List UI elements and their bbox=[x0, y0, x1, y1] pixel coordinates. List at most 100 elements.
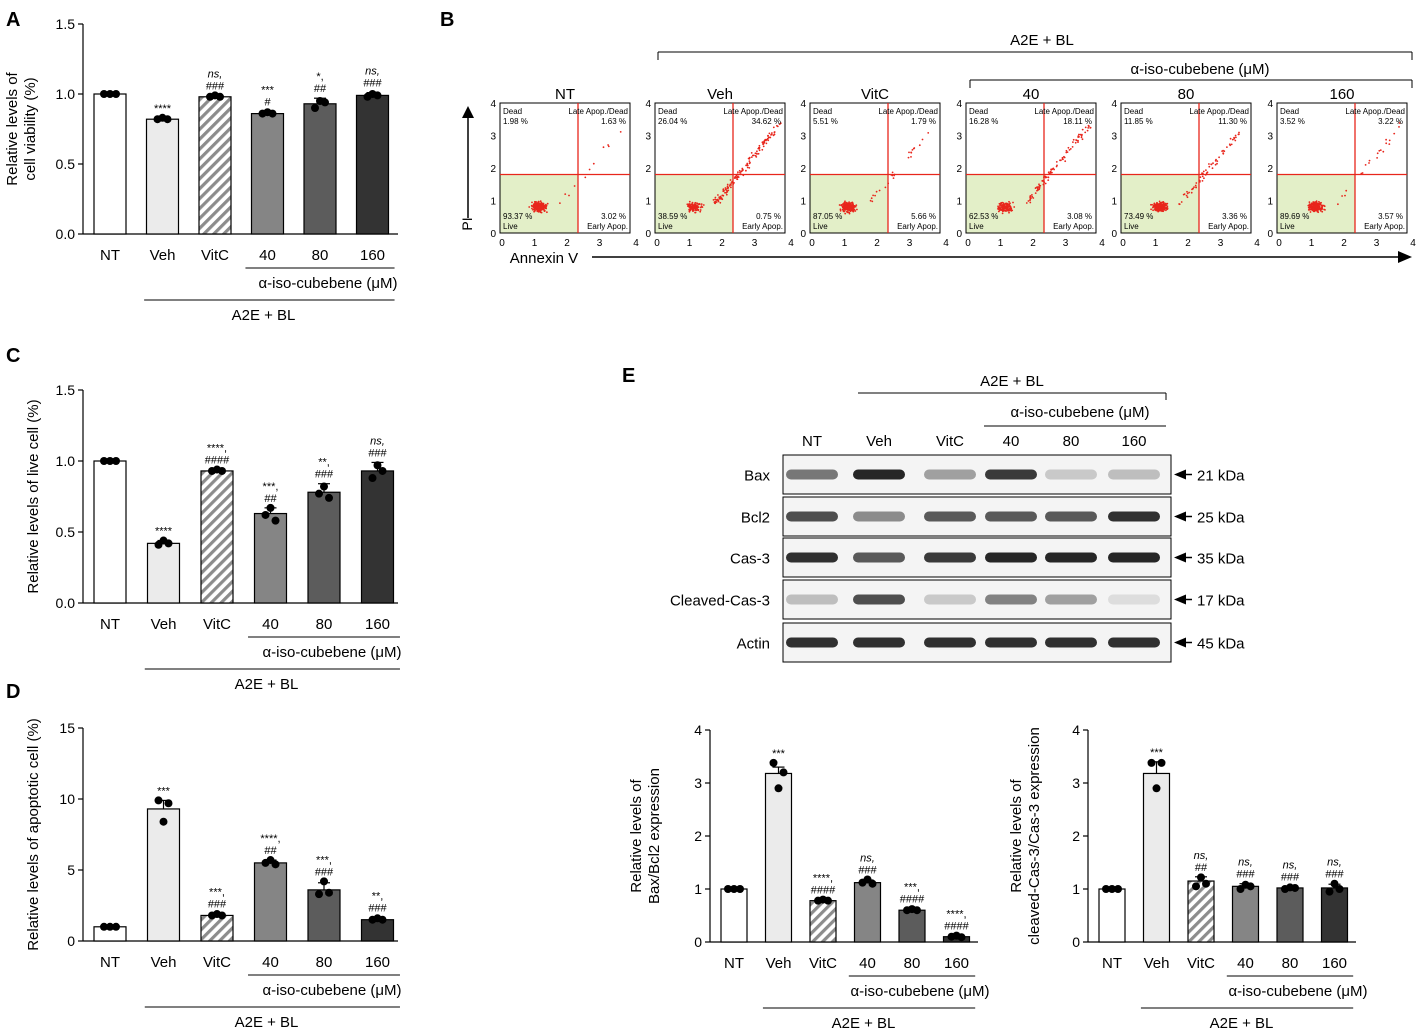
data-point bbox=[1147, 758, 1156, 767]
x-tick-label: 40 bbox=[259, 247, 276, 264]
blot-band bbox=[1108, 594, 1160, 605]
flow-event-dot bbox=[545, 205, 547, 208]
quadrant-label-early: Early Apop. bbox=[1364, 222, 1405, 231]
flow-event-dot bbox=[1153, 202, 1156, 205]
data-point bbox=[320, 877, 328, 886]
bar bbox=[355, 94, 390, 235]
flow-event-dot bbox=[1037, 186, 1039, 189]
bar bbox=[1187, 880, 1215, 943]
data-point bbox=[1192, 882, 1200, 891]
flow-event-dot bbox=[1025, 202, 1028, 204]
flow-event-dot bbox=[1077, 141, 1079, 144]
blot-row: Bax 21 kDa bbox=[744, 454, 1245, 495]
flow-event-dot bbox=[997, 205, 999, 208]
chart-apoptotic-cell: 0 5 10 15 Relative levels of apoptotic cell … bbox=[25, 718, 402, 1031]
flow-event-dot bbox=[1337, 203, 1339, 206]
flow-event-dot bbox=[852, 203, 854, 206]
flow-event-dot bbox=[607, 145, 610, 148]
flow-event-dot bbox=[1029, 201, 1032, 204]
data-point bbox=[378, 915, 387, 924]
flow-event-dot bbox=[1075, 139, 1078, 142]
flow-event-dot bbox=[1081, 138, 1084, 141]
significance-star: ns, bbox=[860, 852, 875, 864]
flow-event-dot bbox=[878, 189, 881, 192]
data-point bbox=[106, 90, 114, 98]
flow-event-dot bbox=[546, 211, 548, 214]
flow-y-tick-label: 0 bbox=[645, 229, 651, 240]
flow-event-dot bbox=[1043, 181, 1046, 184]
flow-event-dot bbox=[1218, 156, 1220, 159]
data-point bbox=[736, 885, 744, 893]
quadrant-value-live: 38.59 % bbox=[658, 212, 687, 221]
flow-event-dot bbox=[1398, 122, 1401, 124]
flow-event-dot bbox=[541, 202, 544, 205]
flow-event-dot bbox=[758, 149, 761, 152]
flow-x-tick-label: 1 bbox=[998, 238, 1004, 249]
flow-event-dot bbox=[1071, 146, 1074, 148]
significance-star: ns, bbox=[208, 68, 223, 80]
flow-event-dot bbox=[1038, 184, 1041, 187]
x-tick-label: 80 bbox=[1282, 955, 1299, 972]
flow-event-dot bbox=[602, 146, 605, 149]
flow-event-dot bbox=[1385, 142, 1388, 145]
y-axis-label-line: Relative levels of live cell (%) bbox=[25, 399, 42, 593]
molecular-weight-label: 17 kDa bbox=[1197, 593, 1245, 610]
flow-event-dot bbox=[716, 199, 718, 202]
flow-y-tick-label: 0 bbox=[956, 229, 962, 240]
blot-row: Actin 45 kDa bbox=[737, 622, 1245, 663]
flow-event-dot bbox=[1195, 186, 1197, 189]
data-point bbox=[868, 879, 877, 888]
x-tick-label: 80 bbox=[904, 955, 921, 972]
flow-y-tick-label: 3 bbox=[956, 132, 962, 143]
flow-event-dot bbox=[1029, 195, 1032, 198]
blot-band bbox=[853, 594, 905, 605]
quadrant-label-dead: Dead bbox=[503, 107, 522, 116]
molecular-weight-label: 25 kDa bbox=[1197, 510, 1245, 527]
blot-band bbox=[786, 552, 838, 563]
flow-event-dot bbox=[843, 210, 846, 213]
data-point bbox=[1114, 885, 1122, 893]
y-tick-label: 0 bbox=[67, 933, 75, 949]
flow-event-dot bbox=[850, 204, 853, 206]
flow-event-dot bbox=[844, 212, 847, 215]
flow-event-dot bbox=[1038, 188, 1041, 191]
flow-event-dot bbox=[1202, 172, 1204, 175]
flow-event-dot bbox=[1315, 204, 1317, 206]
bar bbox=[146, 808, 181, 942]
blot-band bbox=[985, 637, 1037, 648]
flow-event-dot bbox=[870, 197, 873, 200]
significance-star: **** bbox=[154, 103, 172, 115]
blot-band bbox=[1045, 637, 1097, 648]
flow-event-dot bbox=[531, 205, 533, 208]
data-point bbox=[271, 860, 280, 869]
blot-strip bbox=[782, 454, 1172, 495]
flow-y-tick-label: 3 bbox=[1111, 132, 1117, 143]
flow-event-dot bbox=[691, 201, 694, 204]
flow-x-tick-label: 3 bbox=[752, 238, 758, 249]
flow-plot-title: NT bbox=[555, 86, 575, 103]
bar bbox=[809, 900, 837, 943]
quadrant-value-live: 89.69 % bbox=[1280, 212, 1309, 221]
flow-event-dot bbox=[730, 182, 733, 184]
flow-event-dot bbox=[728, 185, 731, 187]
flow-event-dot bbox=[1320, 204, 1323, 207]
flow-event-dot bbox=[1165, 203, 1167, 206]
flow-event-dot bbox=[1081, 128, 1084, 131]
flow-event-dot bbox=[724, 191, 726, 194]
significance-star: ns, bbox=[370, 435, 385, 447]
flow-event-dot bbox=[734, 177, 737, 179]
quadrant-value-late: 3.22 % bbox=[1378, 117, 1403, 126]
blot-strip bbox=[782, 496, 1172, 537]
flow-event-dot bbox=[851, 206, 854, 208]
panel-label-d: D bbox=[6, 681, 20, 703]
flow-event-dot bbox=[607, 144, 609, 146]
flow-y-tick-label: 4 bbox=[1111, 99, 1117, 110]
blot-band bbox=[985, 511, 1037, 522]
flow-event-dot bbox=[1208, 163, 1210, 165]
significance-hash: ### bbox=[206, 80, 225, 92]
flow-event-dot bbox=[1308, 201, 1311, 204]
flow-event-dot bbox=[757, 147, 760, 150]
flow-event-dot bbox=[592, 162, 595, 165]
x-tick-label: 160 bbox=[365, 616, 390, 633]
